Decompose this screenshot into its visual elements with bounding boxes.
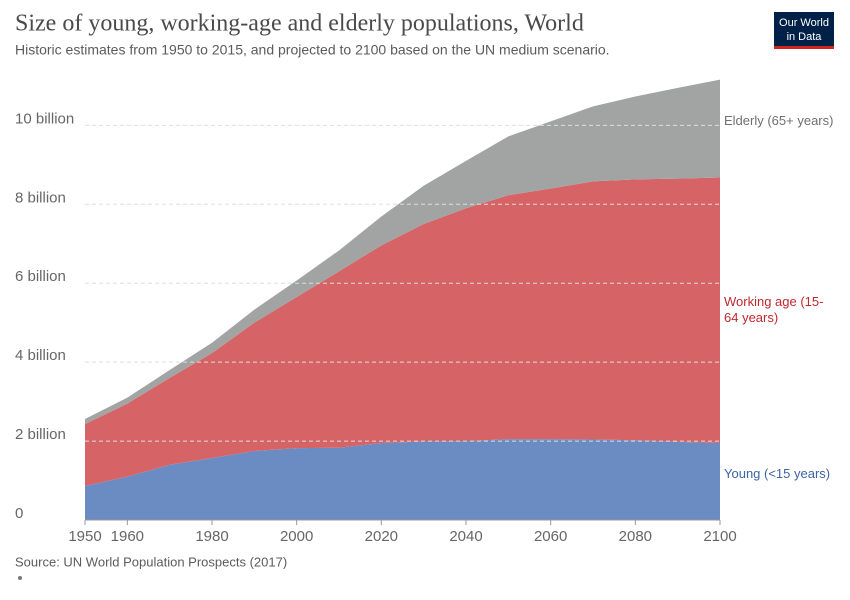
series-label: Young (<15 years) bbox=[724, 465, 831, 481]
x-tick-label: 2060 bbox=[534, 528, 567, 545]
area bbox=[85, 79, 720, 425]
logo[interactable] bbox=[774, 12, 834, 48]
y-tick-label: 8 billion bbox=[15, 189, 66, 206]
x-tick-label: 2020 bbox=[365, 528, 398, 545]
y-tick-label: 4 billion bbox=[15, 347, 66, 364]
x-tick-label: 2080 bbox=[619, 528, 652, 545]
y-tick-label: 2 billion bbox=[15, 426, 66, 443]
x-tick-label: 2040 bbox=[449, 528, 482, 545]
source: Source: UN World Population Prospects (2… bbox=[15, 554, 287, 569]
chart-subtitle: Historic estimates from 1950 to 2015, an… bbox=[15, 42, 610, 58]
logo-text: in Data bbox=[787, 31, 823, 43]
y-tick-label: 6 billion bbox=[15, 268, 66, 285]
dot bbox=[18, 576, 22, 580]
series-label: Working age (15-64 years) bbox=[724, 294, 824, 326]
x-tick-label: 1950 bbox=[68, 528, 101, 545]
y-tick-label: 0 bbox=[15, 505, 23, 522]
x-tick-label: 2000 bbox=[280, 528, 313, 545]
chart-title: Size of young, working-age and elderly p… bbox=[15, 11, 584, 37]
series-label: Elderly (65+ years) bbox=[724, 112, 834, 128]
y-tick-label: 10 billion bbox=[15, 110, 74, 127]
logo-bar bbox=[774, 46, 834, 49]
x-tick-label: 1960 bbox=[111, 528, 144, 545]
logo-text: Our World bbox=[779, 17, 829, 29]
x-tick-label: 1980 bbox=[195, 528, 228, 545]
area bbox=[85, 439, 720, 520]
x-tick-label: 2100 bbox=[703, 528, 736, 545]
area bbox=[85, 177, 720, 487]
